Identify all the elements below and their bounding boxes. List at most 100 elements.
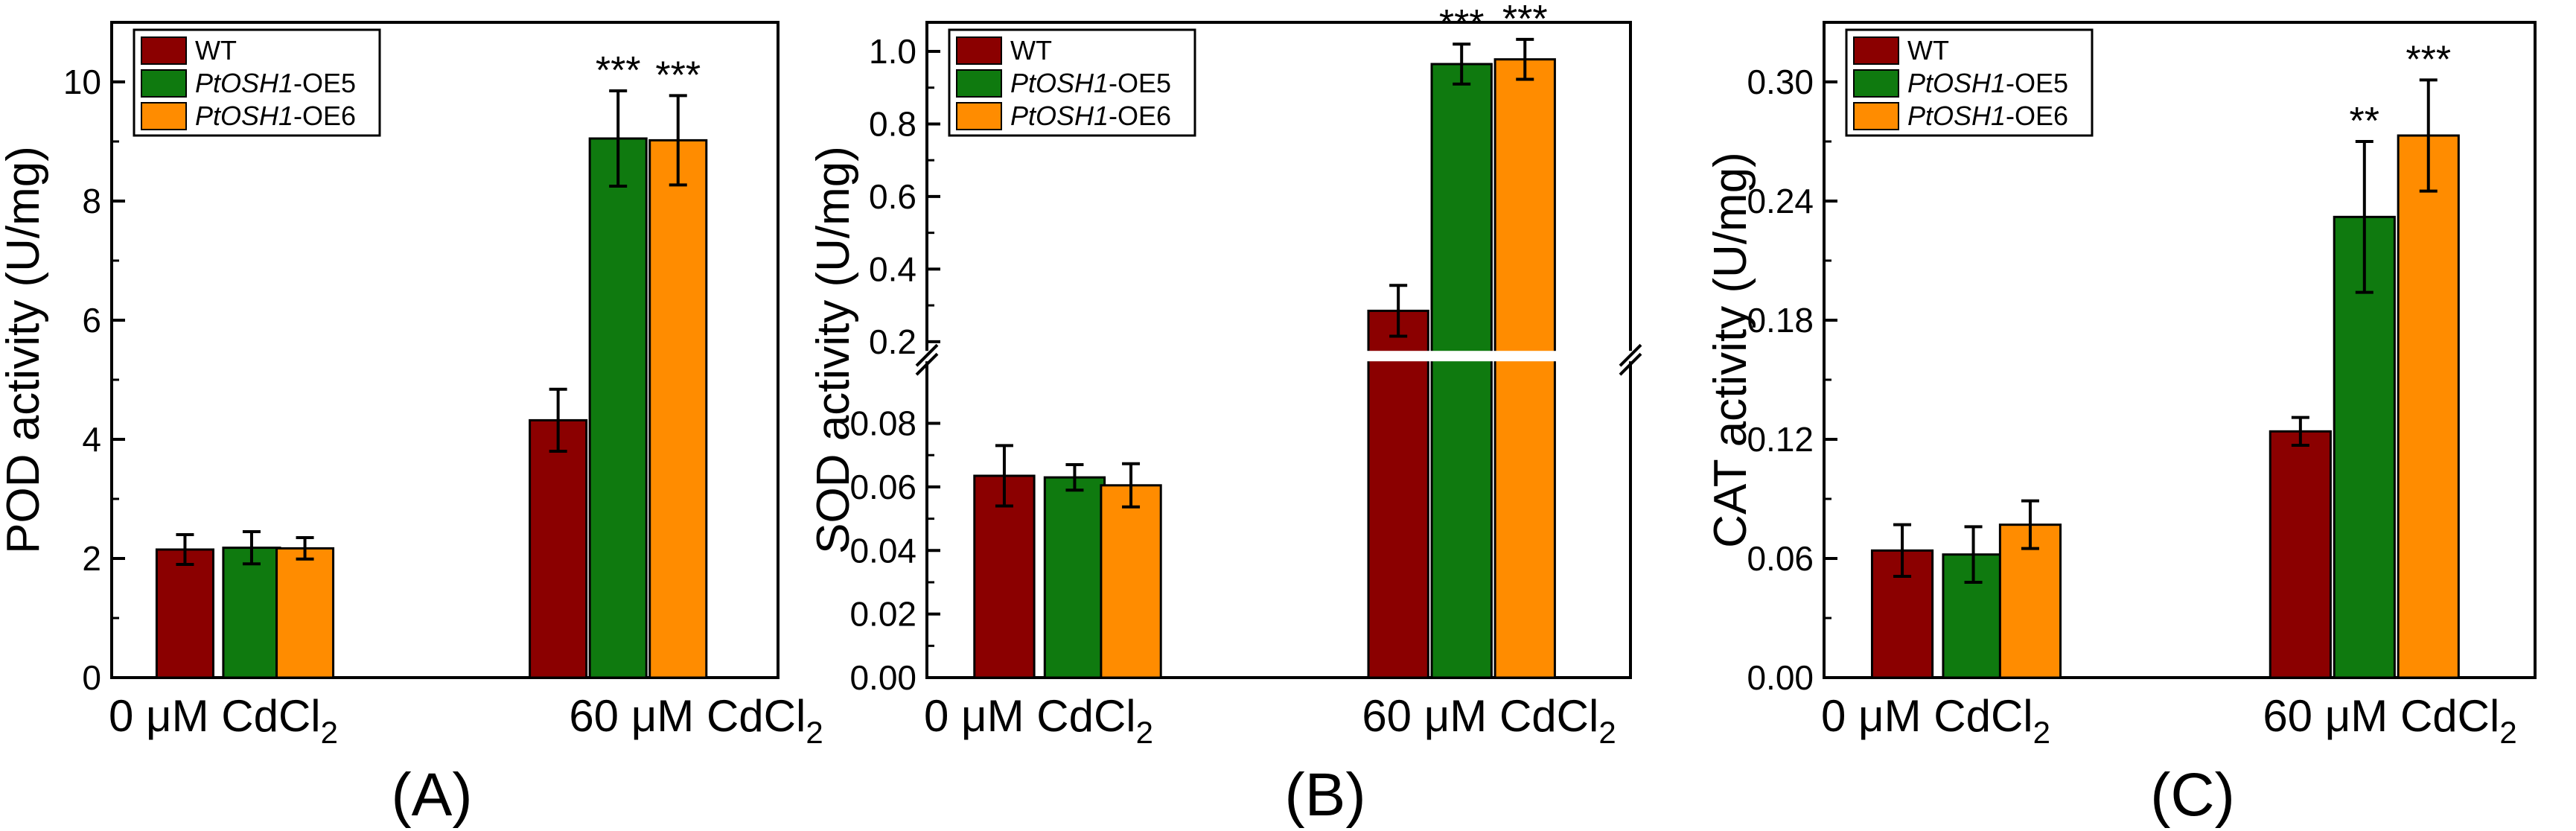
legend-label-italic: PtOSH1 (1907, 101, 2006, 131)
y-tick-label: 0.12 (1747, 420, 1814, 459)
legend-label-text: -OE6 (293, 101, 356, 131)
category-label: 0 μM CdCl2 (1821, 691, 2050, 750)
chart-panel-3: 0.00 0.06 0.12 0.18 0.24 0.30 CAT activity (U/… (1705, 21, 2537, 829)
chart-panel-2: 0.00 0.02 0.04 0.06 0.08 0.2 0.4 0.6 0.8 1.0 SOD a… (808, 0, 1642, 829)
category-label: 60 μM CdCl2 (1362, 691, 1616, 750)
legend-swatch-PtOSH1-OE6 (141, 102, 187, 130)
bar-PtOSH1-OE5-0 (1043, 476, 1106, 679)
y-tick-label: 4 (82, 420, 101, 459)
y-tick-label: 0.8 (869, 104, 916, 143)
y-tick-label: 10 (63, 63, 101, 101)
bar-WT-1 (2269, 430, 2332, 679)
plot-frame (110, 21, 780, 679)
y-tick-label: 0.2 (869, 322, 916, 361)
bar-PtOSH1-OE5-0 (222, 547, 281, 679)
legend-swatch-PtOSH1-OE5 (141, 69, 187, 98)
bar-WT-0 (155, 548, 214, 679)
category-label-subscript: 2 (2499, 715, 2516, 750)
legend-label-italic: PtOSH1 (1010, 68, 1109, 98)
category-label-main: 60 μM CdCl (569, 691, 806, 741)
y-tick-label: 0.00 (849, 658, 916, 697)
legend-label-text: -OE5 (2006, 68, 2068, 98)
category-label-subscript: 2 (321, 715, 338, 750)
legend-label-text: WT (195, 35, 237, 66)
bar-PtOSH1-OE6-0 (275, 547, 335, 679)
legend-label: PtOSH1-OE6 (1010, 101, 1171, 131)
category-label-main: 60 μM CdCl (2263, 691, 2499, 741)
y-tick-label: 0 (82, 658, 101, 697)
legend-label-text: -OE6 (2006, 101, 2068, 131)
y-tick-label: 0.24 (1747, 182, 1814, 220)
legend-label-text: -OE6 (1109, 101, 1171, 131)
legend-label: PtOSH1-OE5 (195, 68, 356, 98)
plot-frame (925, 21, 1632, 679)
legend-swatch-PtOSH1-OE5 (956, 69, 1002, 98)
legend-label: PtOSH1-OE6 (1907, 101, 2068, 131)
axis-break-mark-right-2 (1619, 352, 1642, 376)
category-label-subscript: 2 (2033, 715, 2050, 750)
axis-break-mark-right (1619, 343, 1642, 367)
legend-label: WT (1010, 35, 1052, 66)
y-tick-label: 1.0 (869, 32, 916, 71)
significance-marker: *** (655, 54, 701, 97)
legend-swatch-WT (956, 36, 1002, 65)
bar-PtOSH1-OE5-1 (1430, 63, 1493, 679)
category-label-subscript: 2 (1136, 715, 1153, 750)
category-label: 0 μM CdCl2 (109, 691, 338, 750)
bar-PtOSH1-OE6-1 (2397, 134, 2460, 679)
legend-label-italic: PtOSH1 (195, 101, 293, 131)
category-label-main: 0 μM CdCl (109, 691, 321, 741)
y-tick-label: 0.04 (849, 531, 916, 570)
y-tick-label: 2 (82, 539, 101, 578)
significance-marker: *** (2406, 38, 2451, 81)
legend-label: PtOSH1-OE5 (1907, 68, 2068, 98)
category-label-main: 0 μM CdCl (1821, 691, 2033, 741)
significance-marker: *** (596, 49, 641, 92)
legend-swatch-PtOSH1-OE5 (1853, 69, 1899, 98)
category-label-main: 60 μM CdCl (1362, 691, 1598, 741)
legend-swatch-PtOSH1-OE6 (956, 102, 1002, 130)
y-tick-label: 0.30 (1747, 63, 1814, 101)
bar-WT-0 (973, 474, 1036, 679)
y-tick-label: 6 (82, 301, 101, 340)
panel-label: (B) (1284, 761, 1365, 829)
y-tick-label: 0.6 (869, 177, 916, 216)
legend-label: PtOSH1-OE5 (1010, 68, 1171, 98)
significance-marker: *** (1502, 0, 1548, 41)
bar-WT-1 (1367, 309, 1429, 679)
panel-label: (C) (2150, 761, 2235, 829)
legend-label-text: WT (1907, 35, 1949, 66)
bar-WT-0 (1870, 549, 1934, 679)
axis-break-mark-left-2 (915, 352, 939, 376)
y-axis-title: CAT activity (U/mg) (1705, 152, 1756, 548)
y-axis-title: SOD activity (U/mg) (808, 146, 859, 554)
legend-label-italic: PtOSH1 (1907, 68, 2006, 98)
y-tick-label: 8 (82, 182, 101, 220)
plot-frame (1823, 21, 2537, 679)
category-label: 60 μM CdCl2 (569, 691, 823, 750)
axis-break-mark-left (915, 343, 939, 367)
bar-PtOSH1-OE6-0 (1100, 484, 1162, 679)
axis-break-gap (922, 351, 1635, 362)
bar-WT-1 (529, 418, 588, 679)
category-label-subscript: 2 (1598, 715, 1616, 750)
bar-PtOSH1-OE6-1 (648, 138, 708, 679)
y-tick-label: 0.06 (849, 468, 916, 506)
legend-label-text: WT (1010, 35, 1052, 66)
panel-label: (A) (391, 761, 472, 829)
category-label: 60 μM CdCl2 (2263, 691, 2516, 750)
legend-label: PtOSH1-OE6 (195, 101, 356, 131)
legend-swatch-PtOSH1-OE6 (1853, 102, 1899, 130)
bar-PtOSH1-OE6-1 (1493, 58, 1556, 679)
legend-label-text: -OE5 (293, 68, 356, 98)
chart-panel-1: 0 2 4 6 8 10 POD activity (U/mg) *** *** 0 μM CdC… (0, 21, 823, 829)
category-label: 0 μM CdCl2 (924, 691, 1153, 750)
category-label-subscript: 2 (806, 715, 823, 750)
y-tick-label: 0.4 (869, 249, 916, 288)
y-tick-label: 0.02 (849, 595, 916, 634)
legend-label-italic: PtOSH1 (195, 68, 293, 98)
y-tick-label: 0.18 (1747, 301, 1814, 340)
y-axis-title: POD activity (U/mg) (0, 146, 49, 554)
category-label-main: 0 μM CdCl (924, 691, 1136, 741)
